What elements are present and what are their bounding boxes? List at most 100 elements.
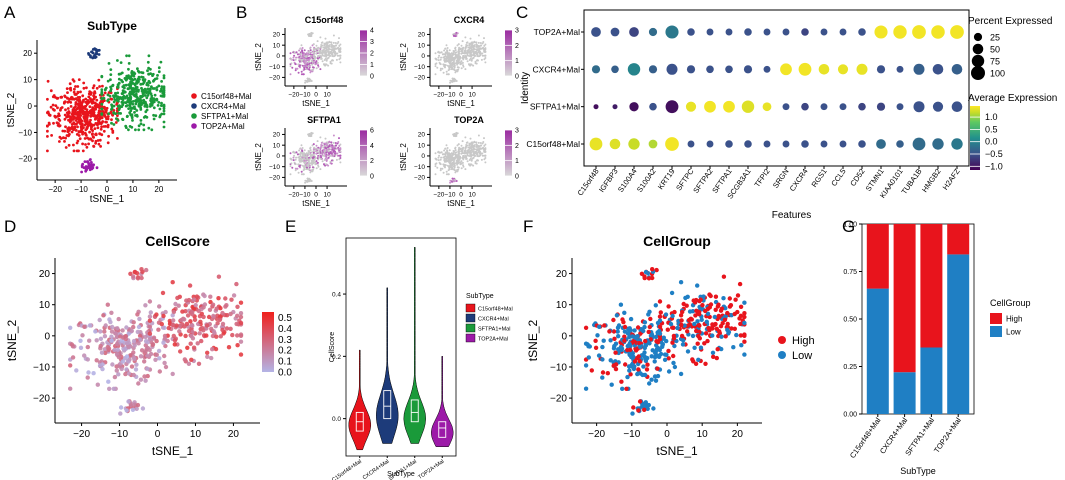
panel-b-feature-title: C15orf48 <box>305 15 344 25</box>
panel-a-point <box>83 160 87 164</box>
panel-b-point <box>453 168 456 171</box>
panel-b-point <box>289 65 292 68</box>
panel-f-point <box>632 328 637 333</box>
panel-b-point <box>484 148 487 151</box>
panel-b-point <box>318 52 321 55</box>
panel-b-colorbar-label: 2 <box>370 158 374 165</box>
panel-a-point <box>85 145 89 149</box>
panel-d-point <box>235 333 240 338</box>
panel-b-y-tick-label: −20 <box>269 75 280 82</box>
panel-a-point <box>74 112 78 115</box>
panel-b-point <box>464 136 467 139</box>
panel-f-point <box>608 358 613 363</box>
panel-c-dot <box>780 63 792 76</box>
panel-a-point <box>74 97 78 100</box>
panel-f-legend-label: High <box>792 335 815 347</box>
panel-a-point <box>93 53 97 57</box>
panel-a-point <box>57 112 61 116</box>
panel-b-point <box>332 150 335 153</box>
panel-c-dots <box>589 25 964 151</box>
panel-a-point <box>108 94 112 98</box>
panel-b-point <box>338 37 340 40</box>
panel-b-y-tick-label: −10 <box>414 164 425 171</box>
panel-c-dot <box>820 28 828 36</box>
panel-a-point <box>101 109 104 113</box>
panel-b-point <box>439 163 442 166</box>
panel-b-point <box>457 49 460 52</box>
panel-a-point <box>105 106 109 110</box>
panel-a-point <box>78 98 81 101</box>
panel-b-point <box>309 178 312 181</box>
panel-a-point <box>94 122 98 125</box>
panel-g-y-tick-label: 0.75 <box>843 269 857 276</box>
panel-b-point <box>338 54 341 57</box>
panel-a-point <box>104 108 107 112</box>
panel-d-point <box>129 364 135 369</box>
panel-b-point <box>454 151 457 154</box>
panel-d-y-tick-label: −20 <box>33 394 50 405</box>
panel-d-point <box>102 329 107 334</box>
panel-a-point <box>63 117 67 121</box>
panel-f-point <box>613 350 618 355</box>
panel-b-point <box>446 164 449 167</box>
panel-a-point <box>83 131 87 135</box>
panel-b-point <box>293 54 296 57</box>
panel-d-point <box>215 321 220 326</box>
panel-b-point <box>329 162 332 165</box>
panel-d-point <box>204 323 210 328</box>
panel-f-point <box>682 323 687 328</box>
panel-a-point <box>147 54 151 58</box>
panel-f-ylabel: tSNE_2 <box>526 319 540 361</box>
panel-d-point <box>132 343 137 348</box>
panel-b-point <box>468 50 471 53</box>
panel-b-point <box>479 142 482 144</box>
panel-f-point <box>707 305 712 310</box>
panel-b-point <box>452 165 455 168</box>
panel-f-point <box>713 294 719 299</box>
panel-b-point <box>449 179 452 182</box>
panel-b-point <box>464 149 467 152</box>
panel-b-point <box>323 155 326 157</box>
panel-a-point <box>65 87 69 90</box>
panel-f-point <box>721 274 727 279</box>
panel-b-point <box>435 62 438 65</box>
panel-b-point <box>314 163 317 166</box>
panel-a-point <box>93 117 97 121</box>
panel-b-point <box>475 59 478 62</box>
panel-f-x-tick-label: 0 <box>664 429 670 440</box>
panel-f-point <box>725 327 730 333</box>
panel-a-point <box>63 140 66 143</box>
panel-a-point <box>126 67 130 71</box>
panel-d-point <box>216 296 221 301</box>
panel-a-point <box>92 84 96 87</box>
panel-a-point <box>99 145 102 148</box>
panel-d-point <box>186 361 192 366</box>
panel-f-point <box>650 267 655 272</box>
panel-f-point <box>637 358 642 364</box>
panel-a-point <box>100 93 104 96</box>
panel-d-point <box>190 329 195 335</box>
panel-b-point <box>434 73 437 76</box>
panel-f-point <box>698 345 704 350</box>
panel-b-point <box>300 44 303 47</box>
panel-a-point <box>83 137 87 140</box>
panel-b-point <box>479 152 481 155</box>
panel-b-point <box>461 61 464 64</box>
panel-a-point <box>131 78 135 82</box>
panel-b-point <box>451 62 454 64</box>
panel-a-point <box>85 114 89 117</box>
panel-f-point <box>607 329 612 334</box>
panel-b-x-tick-label: −10 <box>444 192 455 199</box>
panel-f-point <box>646 402 651 408</box>
panel-a-point <box>70 123 74 126</box>
panel-f-point <box>701 294 706 299</box>
panel-c-dot <box>932 64 944 75</box>
panel-a-point <box>100 121 104 124</box>
panel-b-point <box>334 150 337 153</box>
panel-a-point <box>123 77 127 80</box>
panel-d-point <box>91 371 96 376</box>
panel-d-point <box>224 326 230 331</box>
panel-c-dot <box>913 101 925 113</box>
panel-b-point <box>289 73 292 76</box>
panel-b-point <box>320 41 323 44</box>
